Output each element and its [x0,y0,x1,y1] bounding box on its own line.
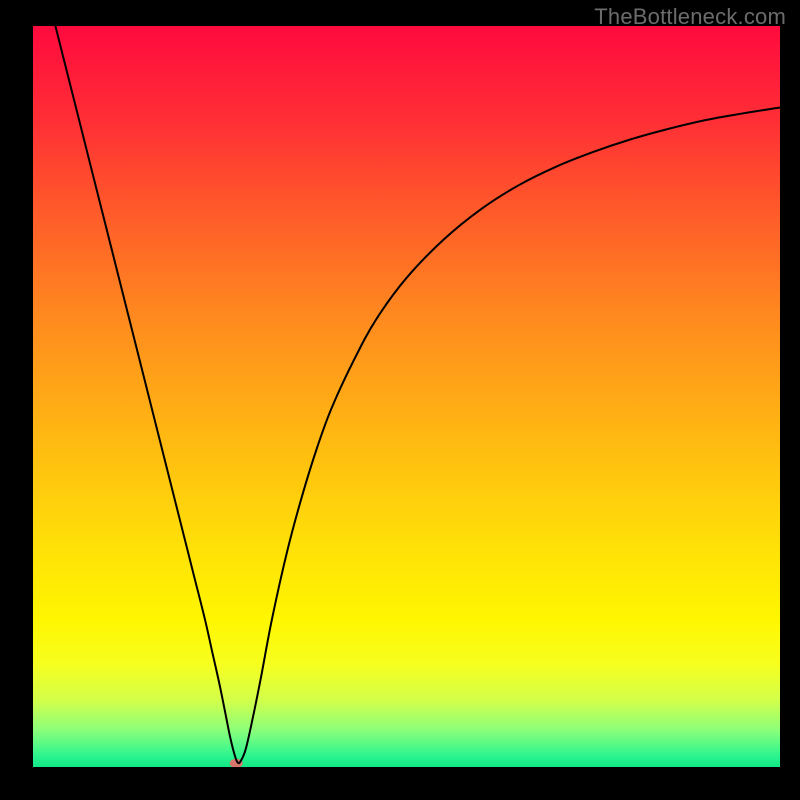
chart-plot-area [33,26,780,767]
outer-frame: TheBottleneck.com [0,0,800,800]
chart-svg [33,26,780,767]
chart-background [33,26,780,767]
